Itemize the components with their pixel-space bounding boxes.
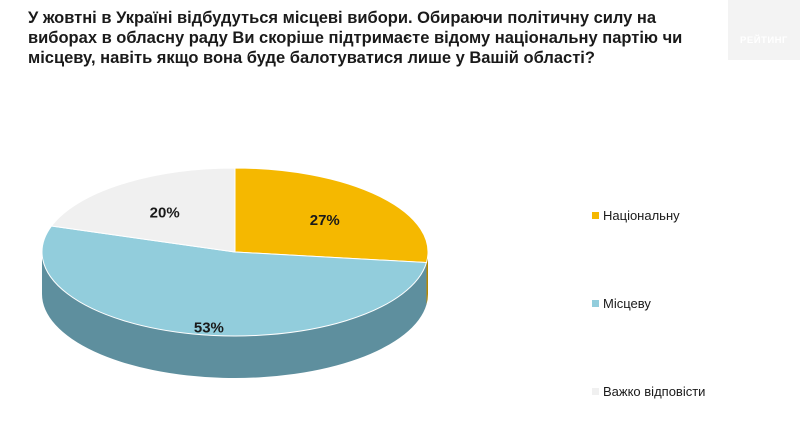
slice-side-national: [426, 252, 428, 305]
legend-label-national: Національну: [603, 208, 680, 223]
slice-hard-to-say: [50, 167, 236, 253]
rating-logo: РЕЙТИНГ: [728, 0, 800, 60]
data-label-national: 27%: [310, 212, 340, 229]
legend-item-local: Місцеву: [592, 296, 651, 311]
legend-swatch-hard-to-say: [592, 388, 599, 395]
legend-label-local: Місцеву: [603, 296, 651, 311]
chart-title: У жовтні в Україні відбудуться місцеві в…: [28, 9, 683, 67]
legend-swatch-local: [592, 300, 599, 307]
data-label-local: 53%: [194, 320, 224, 337]
slice-national: [234, 167, 429, 264]
legend-label-hard-to-say: Важко відповісти: [603, 384, 706, 399]
pie-labels: 27% 53% 20%: [150, 205, 340, 337]
pie-sides: [41, 252, 428, 379]
legend-swatch-national: [592, 212, 599, 219]
legend-item-hard-to-say: Важко відповісти: [592, 384, 705, 399]
slice-local: [41, 225, 428, 337]
data-label-hard-to-say: 20%: [150, 205, 180, 222]
legend-item-national: Національну: [592, 208, 680, 223]
legend: Національну Місцеву Важко відповісти: [592, 0, 792, 439]
slice-side-local: [41, 252, 427, 379]
logo-text: РЕЙТИНГ: [740, 35, 788, 46]
pie-tops: [41, 167, 429, 337]
